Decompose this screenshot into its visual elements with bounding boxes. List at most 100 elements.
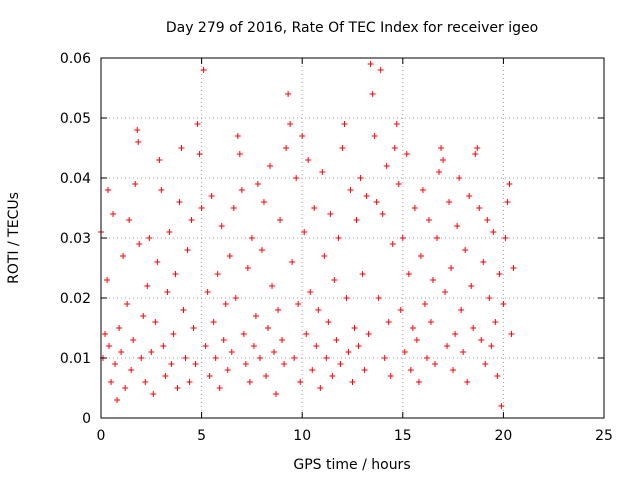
data-point	[450, 367, 457, 373]
data-point	[401, 349, 408, 355]
data-point	[186, 379, 193, 385]
data-point	[240, 331, 247, 337]
data-point	[222, 301, 229, 307]
data-point	[427, 319, 434, 325]
data-point	[192, 361, 199, 367]
data-point	[411, 205, 418, 211]
data-point	[216, 385, 223, 391]
data-point	[498, 403, 505, 409]
data-point	[434, 235, 441, 241]
plot-frame	[100, 57, 605, 419]
data-point	[254, 181, 261, 187]
data-point	[214, 271, 221, 277]
data-point	[297, 379, 304, 385]
data-point	[337, 361, 344, 367]
data-point	[415, 379, 422, 385]
data-point	[466, 193, 473, 199]
data-point	[105, 187, 112, 193]
data-point	[311, 205, 318, 211]
data-point	[142, 379, 149, 385]
data-point	[419, 187, 426, 193]
x-tick-label: 20	[494, 428, 512, 444]
data-point	[472, 151, 479, 157]
data-point	[486, 295, 493, 301]
data-point	[196, 151, 203, 157]
data-point	[458, 307, 465, 313]
data-point	[128, 367, 135, 373]
data-point	[204, 289, 211, 295]
data-point	[188, 217, 195, 223]
data-point	[138, 355, 145, 361]
data-point	[440, 157, 447, 163]
data-point	[484, 217, 491, 223]
data-point	[361, 367, 368, 373]
data-point	[146, 235, 153, 241]
data-point	[397, 307, 404, 313]
data-point	[482, 361, 489, 367]
y-tick-label: 0.04	[60, 171, 91, 187]
data-point	[476, 205, 483, 211]
data-point	[389, 241, 396, 247]
x-tick-label: 25	[595, 428, 613, 444]
data-point	[341, 121, 348, 127]
data-point	[116, 325, 123, 331]
data-point	[381, 355, 388, 361]
data-point	[494, 373, 501, 379]
y-tick-label: 0.05	[60, 111, 91, 127]
data-point	[218, 223, 225, 229]
data-point	[277, 217, 284, 223]
data-point	[220, 337, 227, 343]
data-point	[315, 307, 322, 313]
data-point	[319, 169, 326, 175]
data-point	[446, 199, 453, 205]
data-point	[126, 217, 133, 223]
data-point	[371, 133, 378, 139]
data-point	[436, 169, 443, 175]
data-point	[431, 361, 438, 367]
data-point	[323, 355, 330, 361]
data-point	[168, 361, 175, 367]
data-point	[413, 337, 420, 343]
data-point	[208, 193, 215, 199]
data-point	[325, 319, 332, 325]
data-point	[506, 181, 513, 187]
data-points	[98, 61, 517, 409]
data-point	[367, 61, 374, 67]
data-point	[365, 331, 372, 337]
data-point	[120, 253, 127, 259]
data-point	[327, 211, 334, 217]
y-tick-labels: 0 0.01 0.02 0.03 0.04 0.05 0.06	[60, 51, 91, 427]
data-point	[462, 247, 469, 253]
data-point	[421, 301, 428, 307]
grid	[101, 58, 604, 418]
data-point	[162, 373, 169, 379]
data-point	[468, 283, 475, 289]
data-point	[160, 343, 167, 349]
data-point	[464, 379, 471, 385]
data-point	[293, 175, 300, 181]
data-point	[452, 331, 459, 337]
data-point	[500, 301, 507, 307]
axis-ticks	[100, 57, 605, 419]
data-point	[510, 265, 517, 271]
data-point	[242, 361, 249, 367]
data-point	[456, 175, 463, 181]
data-point	[178, 145, 185, 151]
data-point	[228, 349, 235, 355]
data-point	[317, 385, 324, 391]
data-point	[210, 319, 217, 325]
data-point	[262, 373, 269, 379]
data-point	[180, 307, 187, 313]
data-point	[295, 301, 302, 307]
data-point	[321, 253, 328, 259]
data-point	[289, 259, 296, 265]
data-point	[212, 355, 219, 361]
data-point	[198, 205, 205, 211]
x-axis-label: GPS time / hours	[293, 457, 410, 473]
data-point	[405, 271, 412, 277]
data-point	[106, 343, 113, 349]
data-point	[313, 343, 320, 349]
data-point	[114, 397, 121, 403]
data-point	[166, 229, 173, 235]
x-tick-label: 15	[394, 428, 412, 444]
